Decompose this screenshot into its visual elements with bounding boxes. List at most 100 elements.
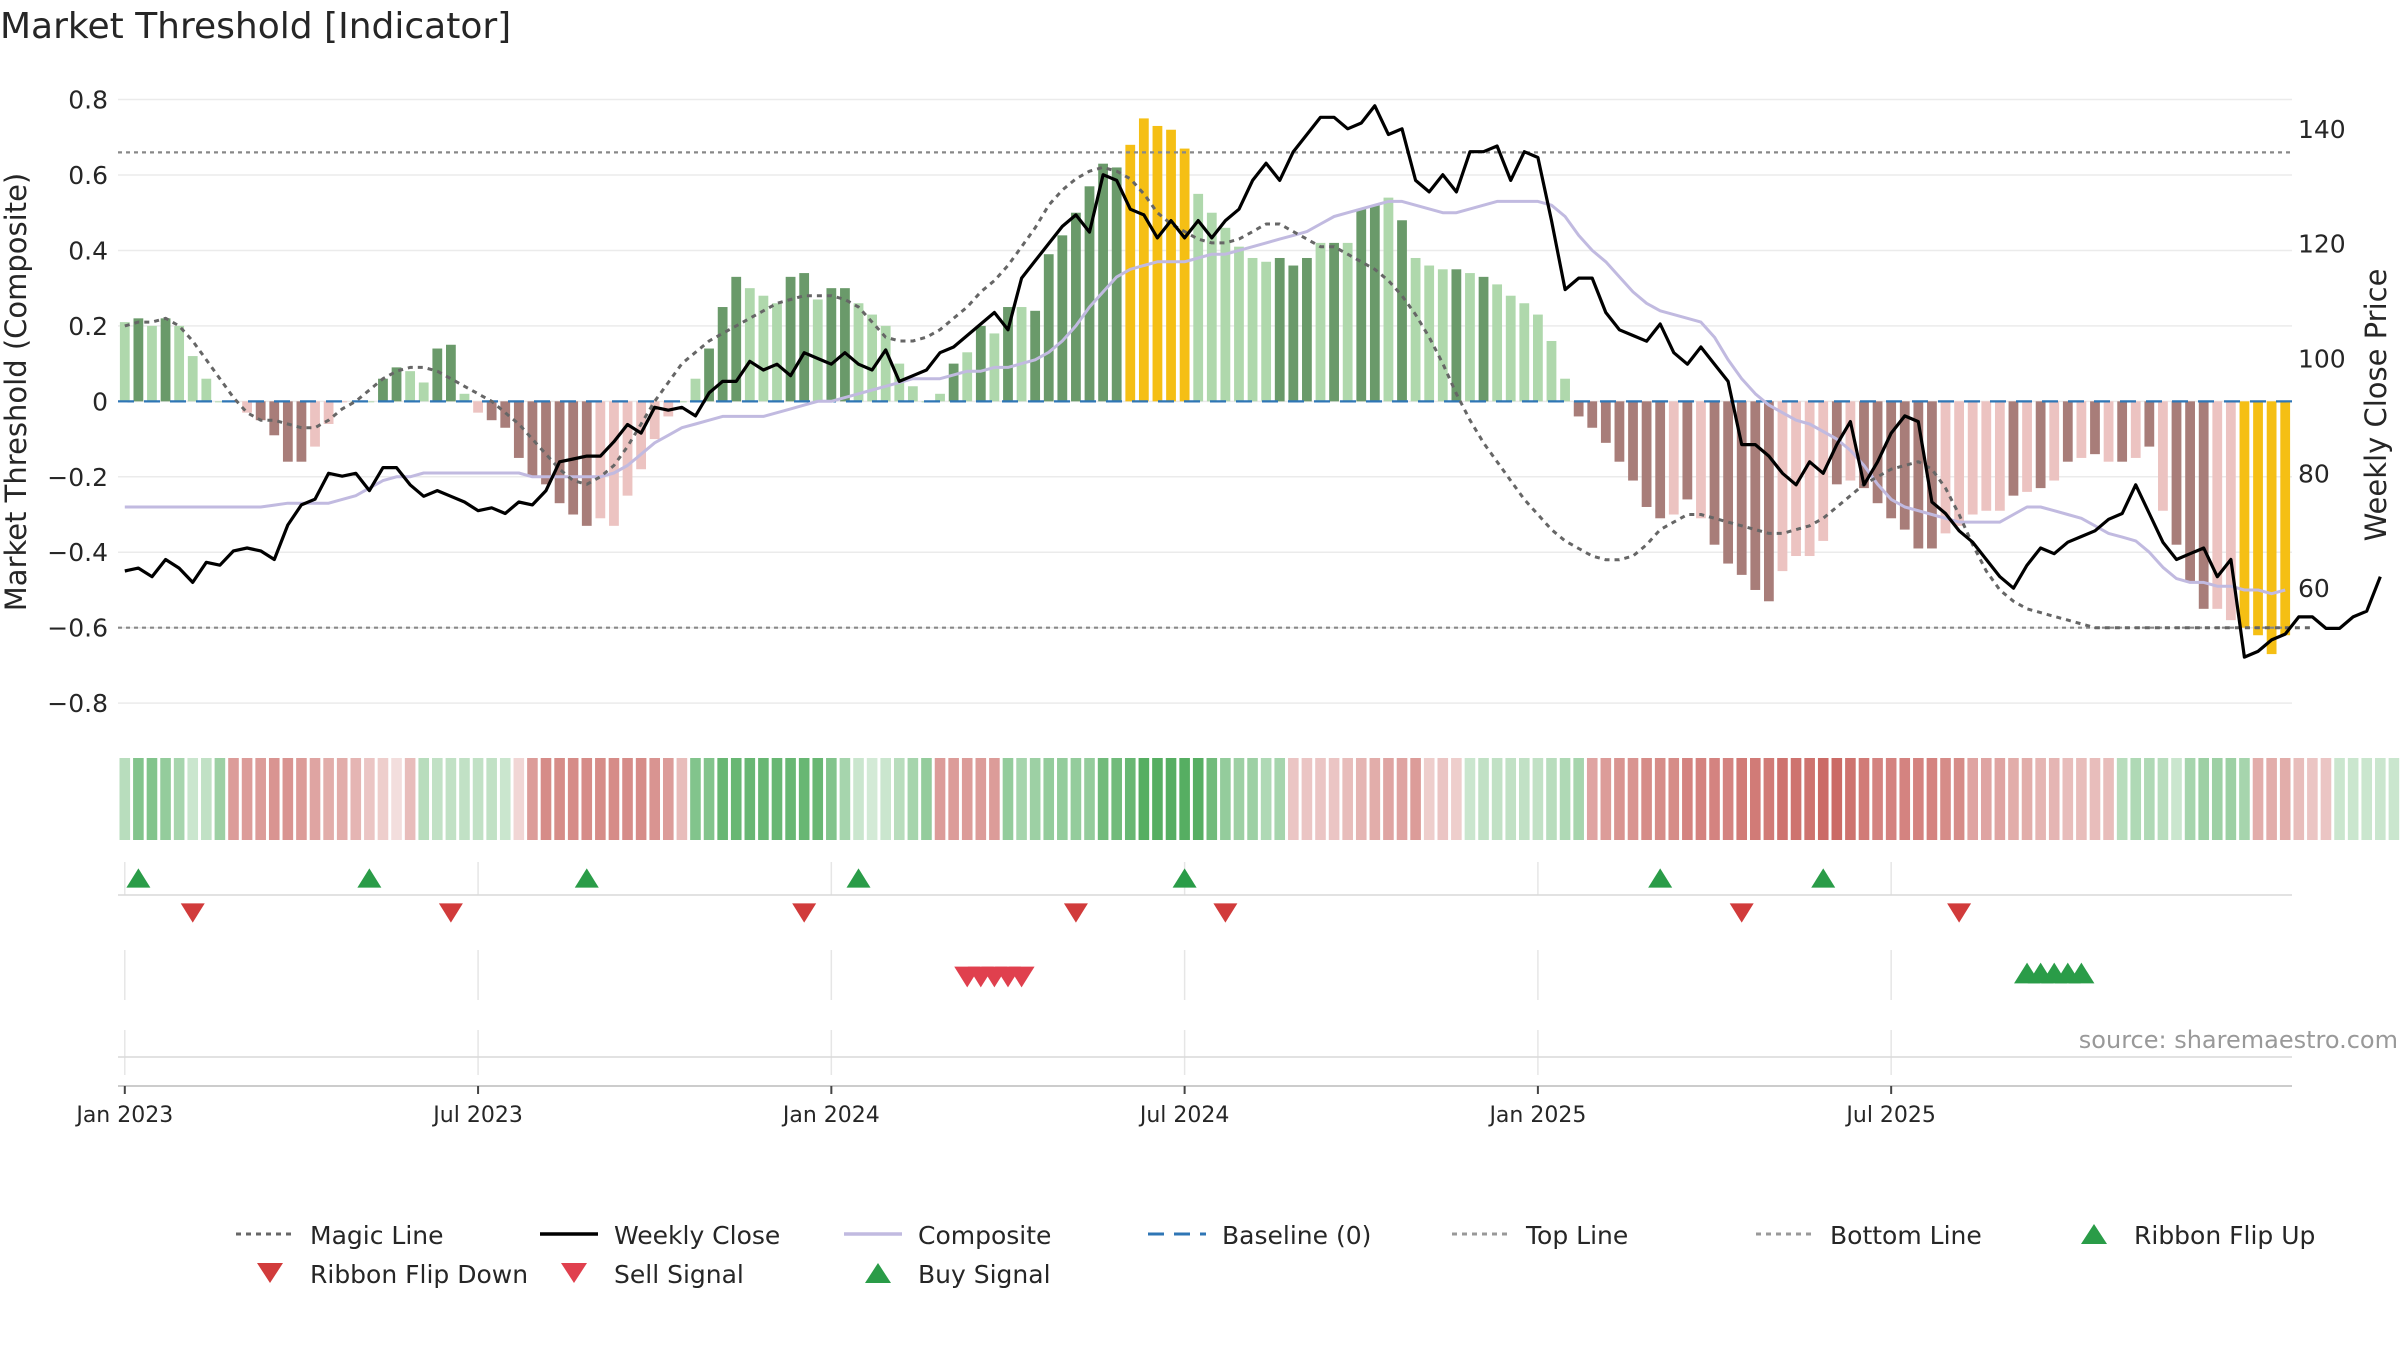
composite-bar (2117, 401, 2128, 462)
composite-bar (1709, 401, 1720, 545)
ribbon-cell (133, 758, 144, 840)
composite-bar (296, 401, 307, 462)
composite-bar (1397, 220, 1407, 402)
composite-bar (1206, 212, 1217, 402)
composite-bar (1927, 401, 1937, 549)
legend-item: Magic Line (236, 1221, 444, 1250)
ribbon-cell (2021, 758, 2033, 840)
composite-bar (1940, 401, 1951, 534)
ribbon-cell (418, 758, 430, 840)
composite-bar (1505, 295, 1516, 402)
ribbon-cell (1736, 758, 1748, 840)
composite-bar (2158, 401, 2168, 511)
ribbon-cell (336, 758, 348, 840)
x-tick-label: Jul 2025 (1844, 1103, 1936, 1128)
composite-bar (1465, 273, 1475, 402)
composite-bar (2253, 401, 2263, 636)
composite-bar (1492, 284, 1503, 402)
legend-label: Weekly Close (614, 1221, 780, 1250)
y-tick-label: 0.2 (68, 312, 108, 341)
legend-item: Buy Signal (865, 1260, 1051, 1289)
legend-label: Ribbon Flip Down (310, 1260, 528, 1289)
ribbon-cell (2361, 758, 2373, 840)
composite-bar (1587, 401, 1598, 428)
ribbon-cell (445, 758, 457, 840)
composite-bar (1994, 401, 2005, 511)
ribbon-cell (1057, 758, 1068, 840)
y2-tick-label: 140 (2298, 115, 2346, 144)
composite-bar (1804, 401, 1815, 557)
ribbon-cell (1274, 758, 1286, 840)
series-lines (124, 104, 2382, 659)
ribbon-cell (1722, 758, 1734, 840)
ribbon-cell (608, 758, 620, 840)
y-tick-label: 0.4 (68, 236, 108, 265)
ribbon-cell (432, 758, 443, 840)
legend-item: Sell Signal (561, 1260, 744, 1289)
ribbon-cell (1749, 758, 1761, 840)
composite-bar (446, 344, 456, 402)
composite-bar (1573, 401, 1584, 417)
ribbon-cell (853, 758, 864, 840)
ribbon-cell (2048, 758, 2060, 840)
composite-bar (799, 273, 810, 402)
composite-bar (772, 303, 782, 402)
ribbon-flip-up-marker (1811, 868, 1836, 888)
composite-bar (1193, 193, 1204, 402)
composite-bar (1750, 401, 1761, 590)
ribbon-cell (2198, 758, 2209, 840)
ribbon-cell (649, 758, 661, 840)
y2-tick-label: 60 (2298, 574, 2330, 603)
ribbon-cell (201, 758, 212, 840)
ribbon-cell (1301, 758, 1313, 840)
ribbon-flip-down-marker (1947, 903, 1972, 923)
composite-bar (907, 386, 918, 402)
composite-bar (2035, 401, 2046, 489)
composite-bar (323, 401, 334, 424)
composite-bar (1546, 340, 1557, 402)
ribbon-cell (1260, 758, 1272, 840)
ribbon-cell (1410, 758, 1421, 840)
ribbon-cell (2008, 758, 2019, 840)
ribbon-cell (391, 758, 402, 840)
composite-bar (1763, 401, 1774, 602)
ribbon-cell (255, 758, 266, 840)
ribbon-cell (1206, 758, 1218, 840)
ribbon-cell (1913, 758, 1924, 840)
composite-bar (1098, 163, 1108, 402)
ribbon-cell (1220, 758, 1231, 840)
ribbon-cell (268, 758, 280, 840)
ribbon-cell (1070, 758, 1082, 840)
composite-bar (1179, 148, 1190, 402)
x-tick-label: Jan 2023 (74, 1103, 173, 1128)
y-tick-label: −0.8 (47, 689, 108, 718)
ribbon-cell (1817, 758, 1829, 840)
composite-bar (1533, 314, 1543, 402)
ribbon-cell (1994, 758, 2006, 840)
ribbon-cell (1573, 758, 1584, 840)
ribbon-cell (2211, 758, 2223, 840)
composite-bar (1003, 307, 1013, 402)
composite-bar (2008, 401, 2019, 496)
ribbon-cell (1097, 758, 1109, 840)
ribbon-flip-up-marker (1172, 868, 1197, 888)
composite-bar (690, 378, 701, 402)
ribbon-cell (1165, 758, 1177, 840)
ribbon-cell (1709, 758, 1720, 840)
ribbon-cell (1315, 758, 1326, 840)
legend-label: Buy Signal (918, 1260, 1051, 1289)
ribbon-cell (527, 758, 538, 840)
composite-bar (1437, 269, 1448, 402)
y2-tick-label: 100 (2298, 344, 2346, 373)
ribbon-cell (540, 758, 552, 840)
right-axis: 140 120 100 80 60 (2298, 115, 2346, 603)
composite-bar (1138, 118, 1149, 402)
ribbon-cell (1247, 758, 1258, 840)
composite-bar (2090, 401, 2100, 455)
ribbon-cell (486, 758, 497, 840)
ribbon-cell (1980, 758, 1992, 840)
composite-bar (2062, 401, 2073, 462)
ribbon-cell (1845, 758, 1856, 840)
composite-bar (1383, 197, 1394, 402)
ribbon-cell (119, 758, 131, 840)
